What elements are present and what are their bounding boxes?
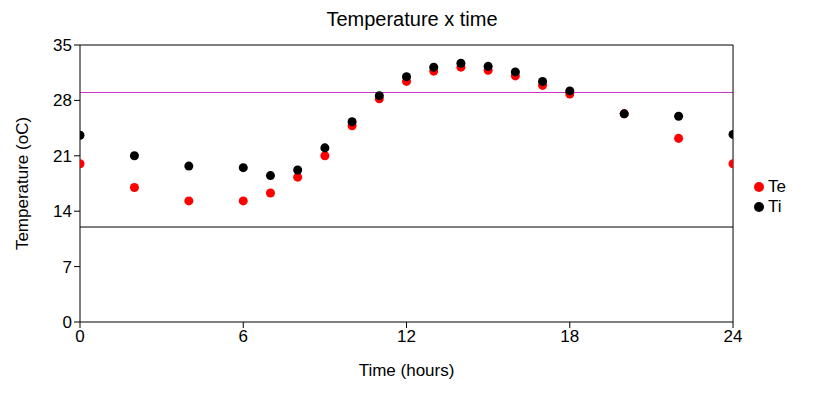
svg-text:24: 24 — [724, 327, 743, 346]
svg-text:0: 0 — [63, 313, 72, 332]
svg-text:6: 6 — [239, 327, 248, 346]
svg-text:7: 7 — [63, 258, 72, 277]
svg-text:Temperature (oC): Temperature (oC) — [13, 117, 32, 250]
svg-text:21: 21 — [53, 147, 72, 166]
svg-text:12: 12 — [397, 327, 416, 346]
svg-text:35: 35 — [53, 36, 72, 55]
html-text:Te: Te — [768, 176, 786, 196]
svg-text:14: 14 — [53, 202, 72, 221]
svg-text:28: 28 — [53, 91, 72, 110]
svg-text:18: 18 — [560, 327, 579, 346]
svg-text:Time (hours): Time (hours) — [359, 361, 455, 380]
html-text:Ti: Ti — [768, 196, 782, 216]
html-text:Temperature x time: Temperature x time — [326, 8, 498, 30]
svg-text:0: 0 — [75, 327, 84, 346]
